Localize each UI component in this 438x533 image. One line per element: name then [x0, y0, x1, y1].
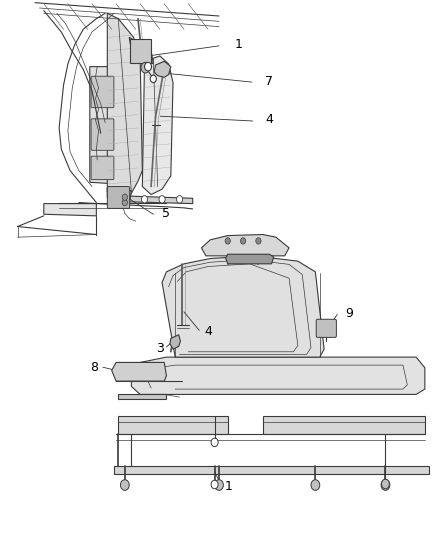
Polygon shape [90, 67, 116, 184]
Circle shape [150, 75, 156, 83]
Text: 5: 5 [162, 207, 170, 220]
Circle shape [122, 194, 127, 200]
Circle shape [311, 480, 320, 490]
Polygon shape [114, 466, 429, 474]
Circle shape [256, 238, 261, 244]
Polygon shape [116, 196, 193, 204]
FancyBboxPatch shape [91, 119, 114, 150]
FancyBboxPatch shape [316, 319, 336, 337]
Text: 3: 3 [156, 342, 164, 355]
Polygon shape [263, 416, 425, 434]
Circle shape [145, 62, 152, 71]
Circle shape [211, 438, 218, 447]
Polygon shape [142, 56, 173, 195]
Polygon shape [44, 204, 96, 216]
Polygon shape [112, 362, 166, 381]
Polygon shape [226, 254, 274, 264]
Polygon shape [170, 335, 180, 349]
Polygon shape [129, 37, 153, 64]
Circle shape [381, 480, 390, 490]
Circle shape [381, 479, 389, 489]
Text: 4: 4 [265, 114, 273, 126]
FancyBboxPatch shape [91, 156, 114, 180]
Polygon shape [154, 61, 171, 77]
Text: 4: 4 [205, 325, 212, 338]
Polygon shape [107, 187, 131, 208]
Circle shape [120, 480, 129, 490]
Circle shape [240, 238, 246, 244]
Circle shape [159, 196, 165, 203]
Polygon shape [118, 394, 166, 399]
Circle shape [141, 196, 148, 203]
Text: 8: 8 [90, 361, 98, 374]
Polygon shape [201, 235, 289, 256]
Polygon shape [131, 357, 425, 394]
Text: 1: 1 [225, 480, 233, 493]
Text: 7: 7 [265, 75, 273, 87]
FancyBboxPatch shape [107, 187, 130, 208]
FancyBboxPatch shape [130, 39, 151, 63]
Text: 9: 9 [346, 307, 353, 320]
Polygon shape [118, 416, 228, 434]
Circle shape [124, 196, 130, 203]
Circle shape [122, 199, 127, 206]
Circle shape [141, 62, 150, 73]
Circle shape [215, 480, 223, 490]
Polygon shape [162, 256, 324, 357]
FancyBboxPatch shape [91, 76, 114, 108]
Circle shape [177, 196, 183, 203]
Circle shape [211, 480, 218, 489]
Circle shape [225, 238, 230, 244]
Polygon shape [107, 13, 142, 197]
Text: 1: 1 [235, 38, 243, 51]
